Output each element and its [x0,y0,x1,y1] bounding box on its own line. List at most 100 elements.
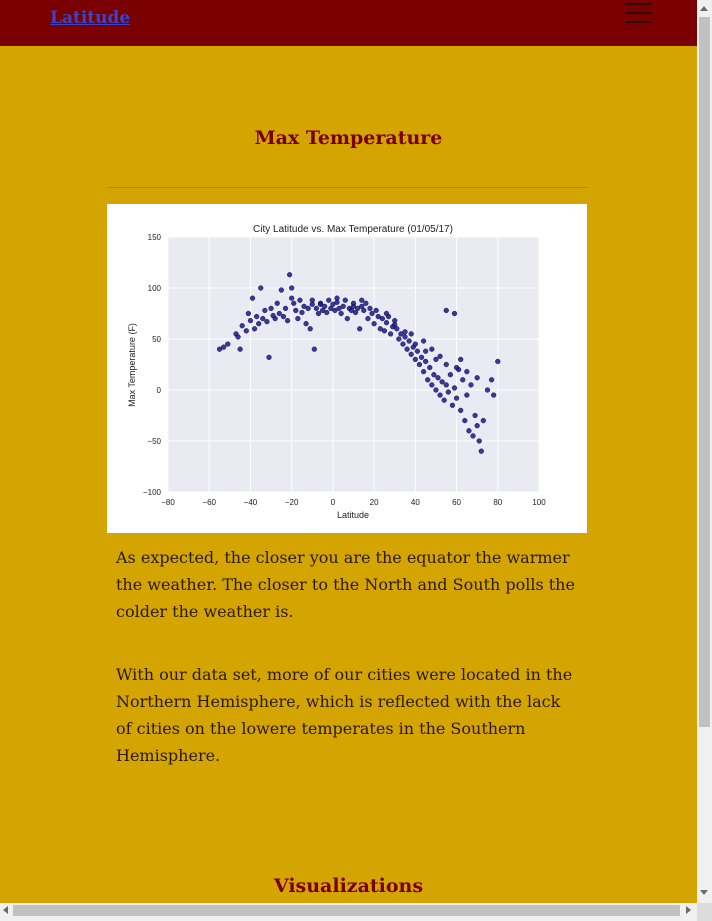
vertical-scroll-thumb[interactable] [699,17,710,727]
scatter-point [414,348,420,354]
scatter-point [447,372,453,378]
scatter-point [355,305,361,312]
y-tick-label: −100 [143,488,162,497]
scatter-point [350,303,357,309]
scatter-point [305,305,311,312]
y-tick-label: 150 [148,233,162,242]
scatter-point [299,309,305,316]
scatter-point [412,356,418,363]
scatter-point [468,382,474,388]
hamburger-menu-icon[interactable] [626,3,652,23]
scatter-point [247,318,254,324]
scatter-point [437,353,443,359]
scatter-point [359,297,365,303]
scatter-point [361,307,367,314]
scatter-point [443,307,449,314]
scatter-point [458,356,464,363]
visualizations-title: Visualizations [273,875,424,897]
scroll-down-icon[interactable] [700,890,708,895]
navbar: Latitude [0,0,697,46]
scatter-point [451,385,458,391]
scatter-point [315,310,322,317]
scatter-point [478,448,484,454]
scatter-point [282,305,289,312]
scatter-point [383,320,390,326]
scatter-point [495,358,501,365]
scatter-point [402,334,408,340]
scatter-point [307,326,313,332]
scroll-up-icon[interactable] [700,6,708,11]
scroll-left-icon[interactable] [3,906,8,914]
scatter-point [256,321,262,327]
scatter-point [359,303,365,309]
scatter-point [268,305,274,312]
scatter-point [435,375,441,381]
scatter-point [326,297,332,303]
scatter-point [425,377,431,383]
scatter-point [491,392,497,398]
scatter-point [249,295,256,301]
scatter-point [342,297,348,303]
scatter-point [416,361,423,368]
scatter-point [289,295,295,301]
chart-figure: City Latitude vs. Max Temperature (01/05… [107,204,587,533]
horizontal-scroll-thumb[interactable] [13,905,680,916]
scatter-point [464,369,470,375]
y-tick-label: 50 [152,335,161,344]
scatter-point [423,358,429,365]
scatter-point [476,438,482,444]
brand-link[interactable]: Latitude [50,8,131,28]
scatter-point [449,402,456,408]
scatter-point [330,301,336,307]
scatter-point [295,315,301,322]
scatter-point [311,346,317,352]
scatter-point [243,328,249,334]
scatter-point [278,287,284,293]
scatter-point [293,307,299,314]
scatter-point [369,310,375,317]
scatter-point [235,334,241,340]
scatter-point [303,321,309,327]
x-tick-label: −20 [285,498,299,507]
y-tick-label: 100 [148,284,162,293]
scatter-point [344,315,350,322]
scatter-point [317,301,324,307]
scatter-point [225,341,231,347]
scatter-point [398,331,404,337]
x-tick-label: 0 [331,498,336,507]
plot-area [168,237,539,492]
scatter-point [260,315,266,322]
scatter-point [336,305,342,312]
scatter-point [443,361,449,368]
scatter-point [474,375,480,381]
scatter-point [408,331,414,337]
section-title: Max Temperature [254,127,443,149]
scatter-point [262,307,268,314]
scatter-point [431,372,437,378]
scatter-point [328,305,334,312]
scatter-point [466,428,472,434]
scatter-point [388,331,394,337]
paragraph-2: With our data set, more of our cities we… [116,665,573,765]
x-tick-label: 80 [493,498,502,507]
scatter-point [365,315,371,322]
scatter-point [375,313,381,320]
scatter-point [340,303,346,309]
scroll-right-icon[interactable] [686,906,691,914]
scatter-point [420,369,427,375]
scatter-point [443,382,449,388]
scatter-point [392,322,398,328]
scatter-point [245,310,251,317]
scatter-point [480,418,486,424]
scrollbar-corner [697,903,712,921]
scatter-point [445,389,451,395]
scatter-point [301,303,307,309]
horizontal-scrollbar[interactable] [0,903,697,918]
scatter-point [462,418,468,424]
paragraph-1: As expected, the closer you are the equa… [116,548,575,621]
vertical-scrollbar[interactable] [697,0,712,903]
scatter-point [470,433,476,439]
scatter-point [272,315,278,322]
scatter-point [216,346,223,352]
scatter-point [289,285,295,291]
